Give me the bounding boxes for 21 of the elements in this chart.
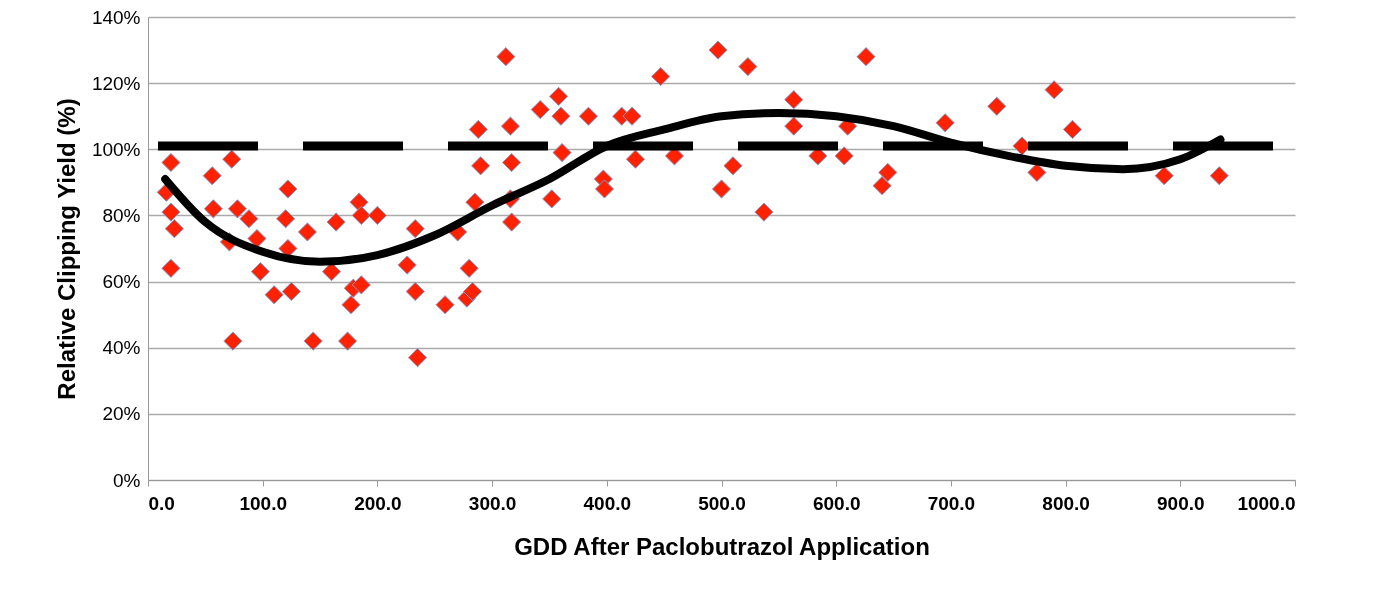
x-tick-label: 100.0 <box>239 492 287 514</box>
x-tick-label: 500.0 <box>698 492 746 514</box>
x-tick-label: 300.0 <box>468 492 517 514</box>
x-tick-label: 800.0 <box>1042 492 1090 514</box>
y-tick-label: 60% <box>102 271 141 293</box>
y-tick-label: 120% <box>91 72 141 94</box>
x-tick-label: 700.0 <box>927 492 976 514</box>
y-tick-label: 80% <box>102 204 141 226</box>
x-tick-label: 400.0 <box>583 492 632 514</box>
x-tick-label: 0.0 <box>148 492 175 514</box>
y-tick-label: 140% <box>91 6 141 28</box>
x-axis-title: GDD After Paclobutrazol Application <box>514 532 930 560</box>
x-tick-label: 600.0 <box>812 492 861 514</box>
y-axis-title: Relative Clipping Yield (%) <box>52 98 80 400</box>
x-tick-label: 1000.0 <box>1237 492 1296 514</box>
y-tick-label: 0% <box>113 469 141 491</box>
y-tick-label: 100% <box>91 138 141 160</box>
y-tick-label: 40% <box>102 337 141 359</box>
y-tick-label: 20% <box>102 403 141 425</box>
x-tick-label: 200.0 <box>354 492 402 514</box>
x-tick-label: 900.0 <box>1157 492 1205 514</box>
